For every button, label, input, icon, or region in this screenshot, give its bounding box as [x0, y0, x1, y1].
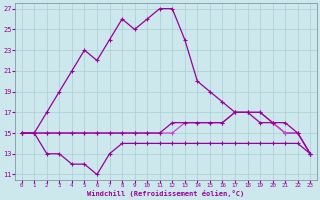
X-axis label: Windchill (Refroidissement éolien,°C): Windchill (Refroidissement éolien,°C)	[87, 190, 244, 197]
